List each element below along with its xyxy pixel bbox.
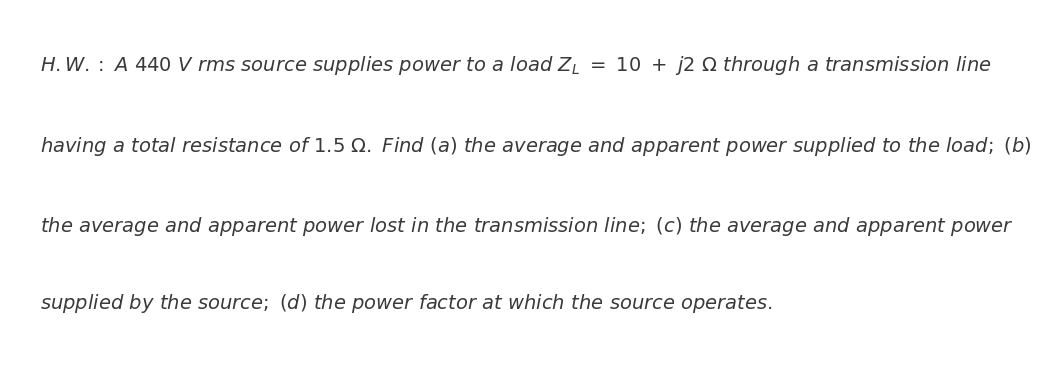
- Text: $\mathit{supplied\ by\ the\ source;\ (d)\ the\ power\ factor\ at\ which\ the\ so: $\mathit{supplied\ by\ the\ source;\ (d)…: [40, 292, 773, 315]
- Text: $\mathit{the\ average\ and\ apparent\ power\ lost\ in\ the\ transmission\ line;\: $\mathit{the\ average\ and\ apparent\ po…: [40, 216, 1014, 238]
- Text: $\mathit{having\ a\ total\ resistance\ of\ 1.5\ \Omega.\ Find\ (a)\ the\ average: $\mathit{having\ a\ total\ resistance\ o…: [40, 135, 1032, 158]
- Text: $\mathit{H.W.:\ A\ 440\ V\ rms\ source\ supplies\ power\ to\ a\ load\ Z_{L}\ =\ : $\mathit{H.W.:\ A\ 440\ V\ rms\ source\ …: [40, 55, 992, 77]
